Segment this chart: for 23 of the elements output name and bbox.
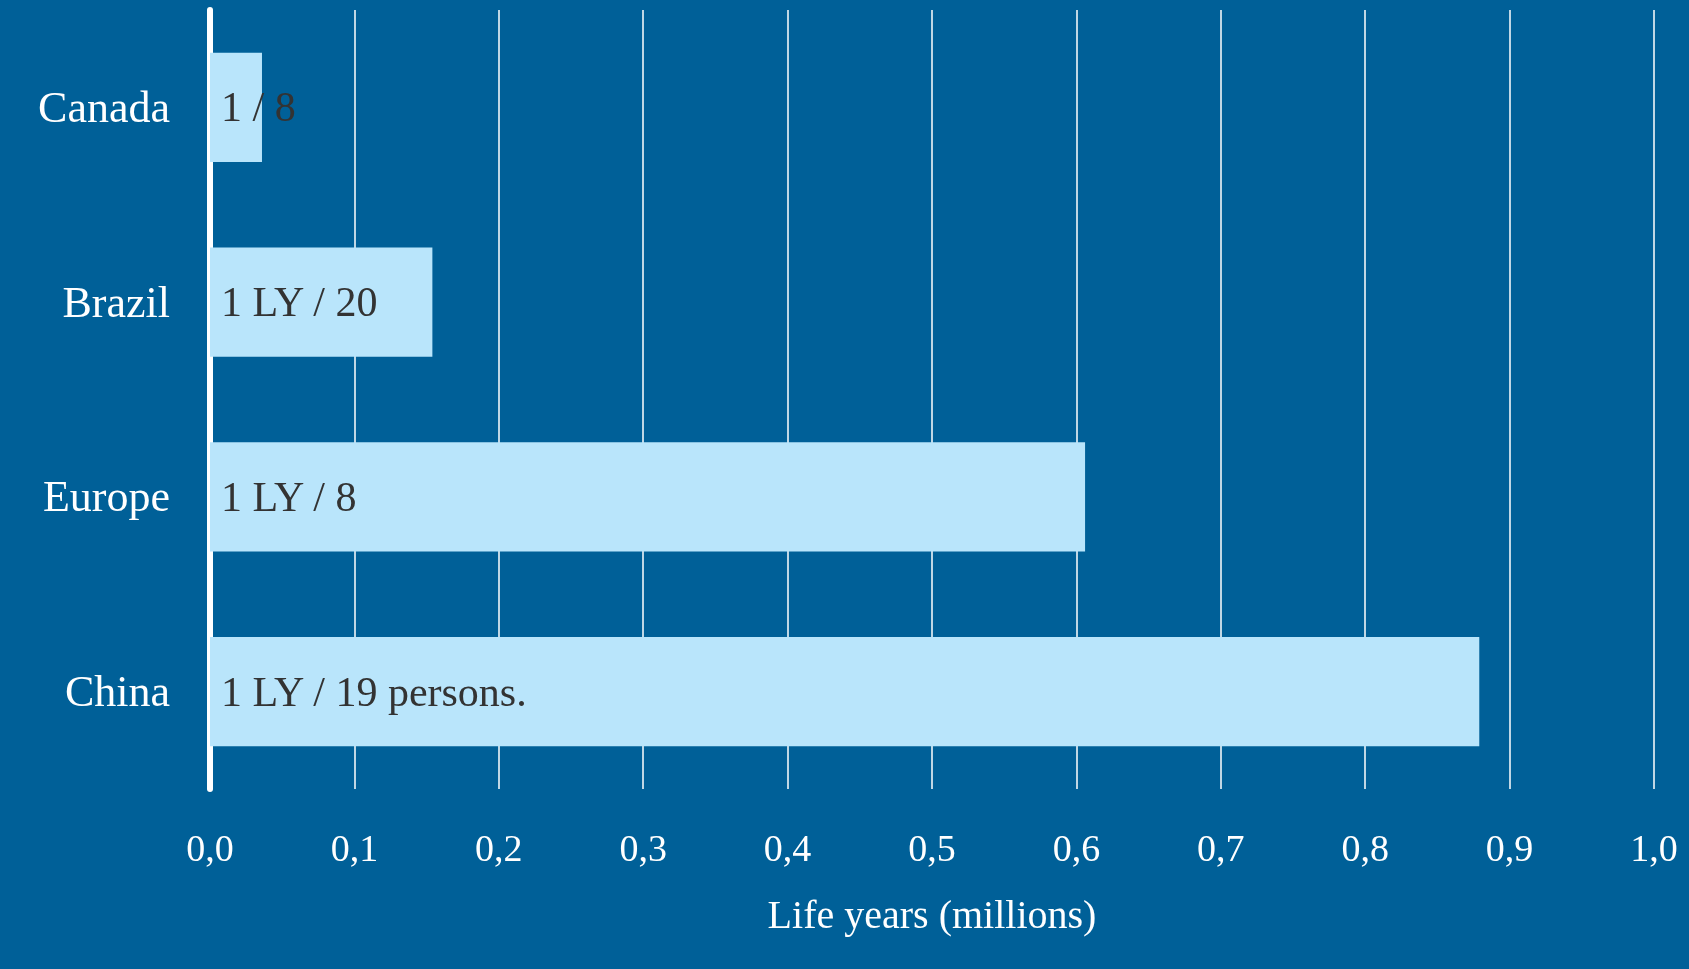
- x-tick-label: 0,5: [908, 827, 956, 869]
- annotation: 1 LY / 8: [221, 473, 357, 520]
- x-axis-title: Life years (millions): [767, 891, 1097, 937]
- bar: [210, 637, 1480, 747]
- annotation: 1 LY / 19 persons.: [221, 668, 527, 715]
- x-tick-label: 0,6: [1052, 827, 1101, 869]
- x-tick-label: 0,9: [1485, 827, 1534, 869]
- x-tick-label: 0,8: [1341, 827, 1389, 869]
- x-tick-label: 0,7: [1197, 827, 1245, 869]
- x-tick-label: 1,0: [1630, 827, 1678, 869]
- x-tick-label: 0,1: [330, 827, 379, 869]
- x-tick-label: 0,2: [475, 827, 523, 869]
- y-tick-label: Brazil: [62, 277, 170, 327]
- x-tick-label: 0,0: [186, 827, 234, 869]
- y-tick-label: China: [64, 667, 170, 717]
- bar: [210, 247, 433, 357]
- y-tick-label: Europe: [42, 472, 170, 522]
- x-tick-label: 0,4: [763, 827, 812, 869]
- bar: [210, 52, 262, 162]
- y-tick-label: Canada: [38, 82, 170, 132]
- bar: [210, 442, 1086, 552]
- annotation: 1 LY / 20: [221, 279, 378, 326]
- x-tick-label: 0,3: [619, 827, 667, 869]
